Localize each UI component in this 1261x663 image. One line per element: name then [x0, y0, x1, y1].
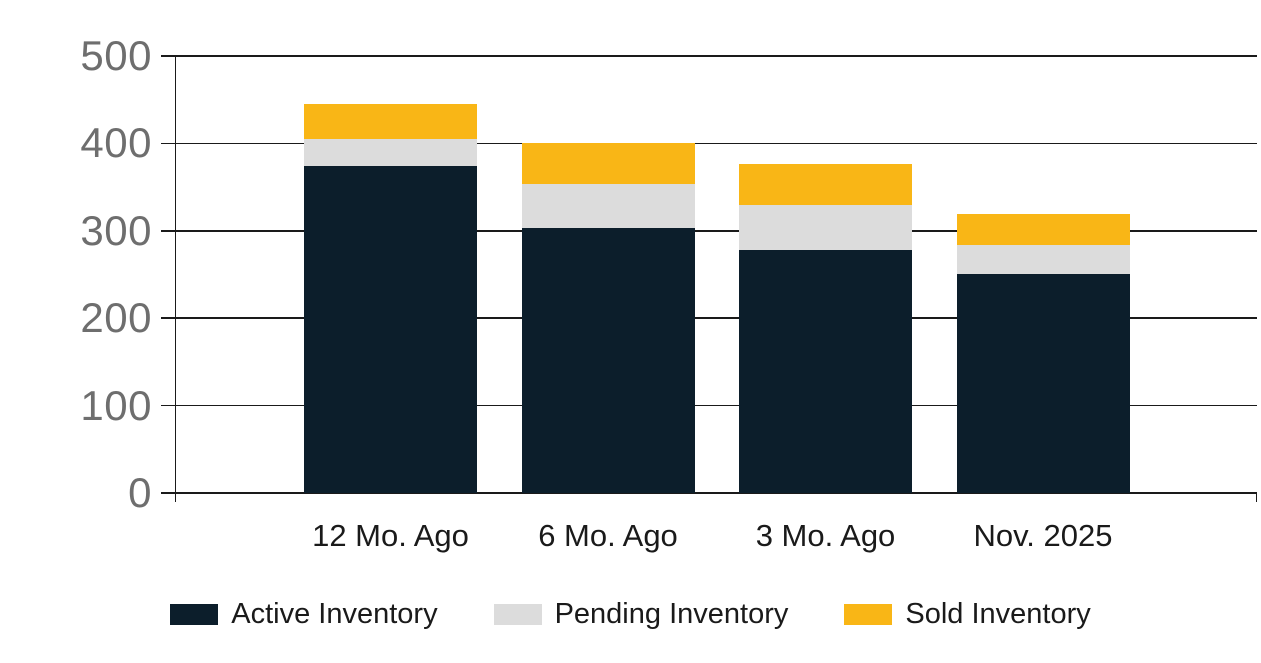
gridline-300 — [161, 230, 1257, 232]
legend-item-pending-inventory: Pending Inventory — [493, 598, 789, 631]
y-axis-line — [174, 55, 176, 502]
bar-nov-2025-active-inventory — [956, 273, 1130, 493]
legend-item-sold-inventory: Sold Inventory — [844, 598, 1091, 631]
x-label-12-mo-ago: 12 Mo. Ago — [312, 518, 469, 553]
legend-label-pending-inventory: Pending Inventory — [554, 598, 789, 630]
bar-nov-2025-sold-inventory — [956, 214, 1130, 245]
y-tick-label-500: 500 — [80, 32, 152, 79]
bar-12-mo-ago-active-inventory — [304, 166, 477, 493]
gridline-400 — [161, 142, 1257, 145]
bar-6-mo-ago-sold-inventory — [521, 143, 695, 185]
legend-swatch-pending-inventory — [493, 604, 542, 625]
bar-3-mo-ago-pending-inventory — [739, 205, 912, 251]
legend-swatch-sold-inventory — [844, 604, 893, 625]
x-label-3-mo-ago: 3 Mo. Ago — [755, 518, 896, 553]
bar-6-mo-ago-active-inventory — [521, 228, 695, 493]
x-label-nov-2025: Nov. 2025 — [973, 518, 1113, 553]
bar-12-mo-ago-sold-inventory — [304, 104, 477, 140]
legend-label-active-inventory: Active Inventory — [231, 598, 438, 630]
bar-6-mo-ago-pending-inventory — [521, 184, 695, 229]
x-axis-right-tick — [1255, 493, 1257, 502]
legend-swatch-active-inventory — [170, 604, 219, 625]
legend-label-sold-inventory: Sold Inventory — [905, 598, 1091, 630]
y-tick-label-100: 100 — [80, 381, 152, 429]
bar-3-mo-ago-active-inventory — [739, 250, 912, 493]
bar-3-mo-ago-sold-inventory — [739, 164, 912, 206]
y-tick-label-400: 400 — [80, 119, 152, 167]
y-tick-label-200: 200 — [80, 294, 152, 342]
bar-12-mo-ago-pending-inventory — [304, 139, 477, 167]
gridline-100 — [161, 404, 1257, 407]
y-tick-label-300: 300 — [80, 206, 152, 254]
gridline-0 — [161, 492, 1257, 494]
legend-item-active-inventory: Active Inventory — [170, 598, 438, 631]
y-tick-label-0: 0 — [128, 469, 152, 516]
gridline-200 — [161, 317, 1257, 319]
gridline-500 — [161, 55, 1257, 57]
bar-nov-2025-pending-inventory — [956, 244, 1130, 274]
legend: Active Inventory Pending Inventory Sold In… — [0, 598, 1261, 631]
x-label-6-mo-ago: 6 Mo. Ago — [538, 518, 678, 553]
